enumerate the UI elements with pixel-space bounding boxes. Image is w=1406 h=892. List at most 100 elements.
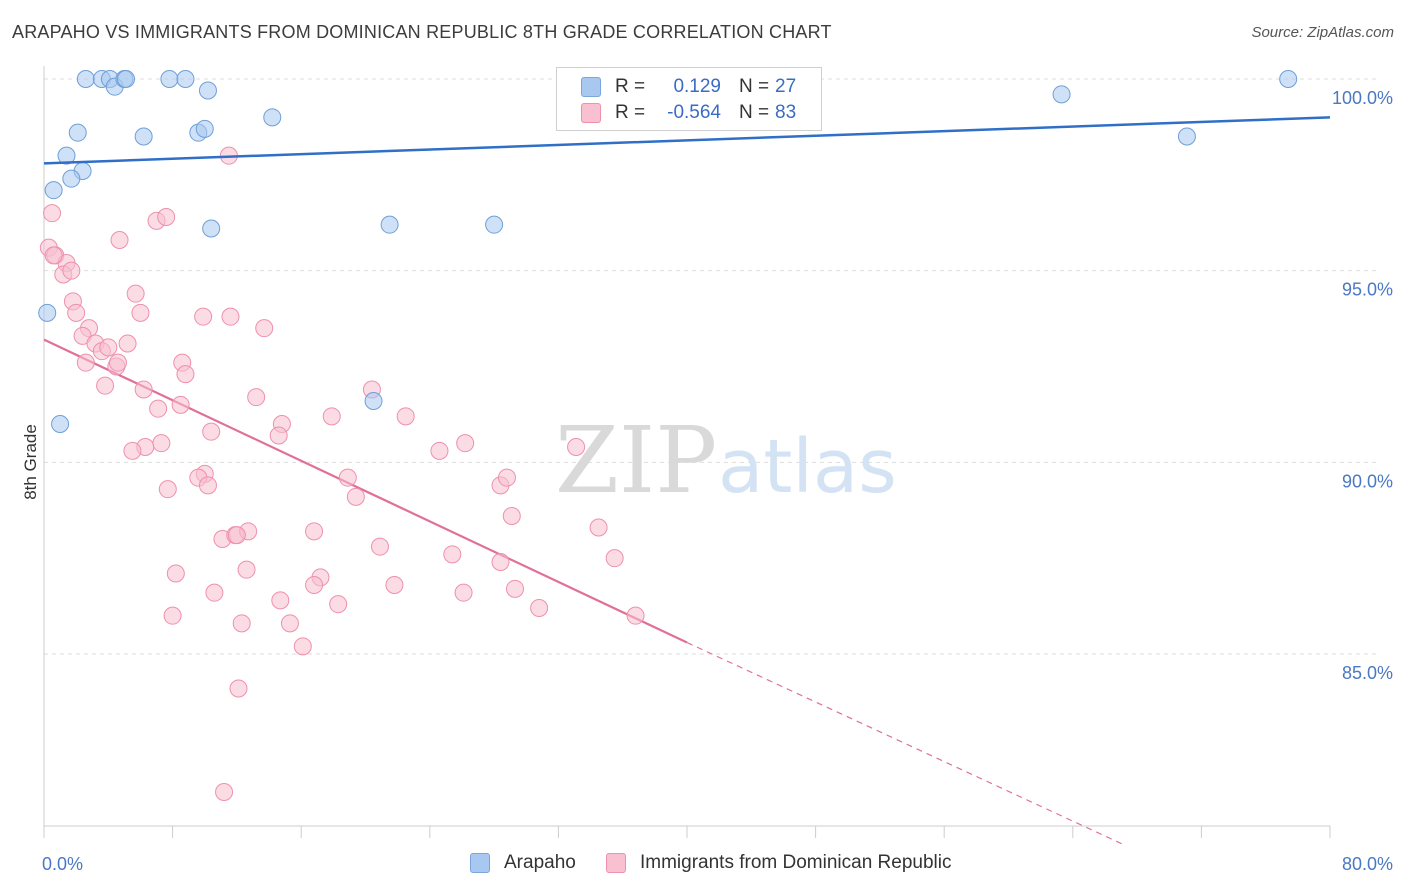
legend-label-arapaho: Arapaho <box>504 852 576 873</box>
data-point-dominican <box>43 204 62 223</box>
data-point-dominican <box>99 338 118 357</box>
legend-row-arapaho: R = 0.129 N = 27 <box>581 74 796 100</box>
data-point-dominican <box>247 388 266 407</box>
data-point-dominican <box>237 560 256 579</box>
data-point-dominican <box>454 583 473 602</box>
data-point-dominican <box>149 399 168 418</box>
data-point-dominican <box>626 606 645 625</box>
data-point-dominican <box>205 583 224 602</box>
x-tick-label: 0.0% <box>42 854 83 874</box>
data-point-dominican <box>271 591 290 610</box>
y-tick-label: 85.0% <box>1342 663 1393 683</box>
y-axis-label: 8th Grade <box>21 424 40 500</box>
data-point-dominican <box>497 468 516 487</box>
legend-r-value: 0.129 <box>673 76 721 97</box>
data-point-dominican <box>305 576 324 594</box>
data-point-arapaho <box>198 81 217 100</box>
legend-n-value: 27 <box>775 76 797 97</box>
data-point-dominican <box>322 407 341 426</box>
data-point-dominican <box>221 307 240 326</box>
data-point-arapaho <box>1052 85 1071 104</box>
tick-labels: 85.0% 90.0% 95.0% 100.0% 0.0% 80.0% <box>42 88 1393 874</box>
legend-row-dominican: R = -0.564 N = 83 <box>581 100 796 126</box>
data-point-arapaho <box>76 70 95 88</box>
data-point-arapaho <box>202 219 221 238</box>
data-point-dominican <box>232 614 251 633</box>
data-point-dominican <box>280 614 299 633</box>
legend-label-dominican: Immigrants from Dominican Republic <box>640 852 952 873</box>
data-point-dominican <box>443 545 462 564</box>
data-point-dominican <box>134 380 153 399</box>
data-point-dominican <box>530 599 549 617</box>
data-point-dominican <box>346 487 365 506</box>
data-point-dominican <box>166 564 185 583</box>
data-point-dominican <box>202 422 221 441</box>
legend-r-label: R = <box>615 102 646 123</box>
data-point-dominican <box>430 441 449 460</box>
legend-swatch-dominican <box>606 853 626 873</box>
data-point-arapaho <box>38 303 57 322</box>
data-point-dominican <box>163 606 182 625</box>
trend-line-arapaho <box>43 116 1331 165</box>
data-point-dominican <box>215 783 234 801</box>
data-point-dominican <box>118 334 137 353</box>
legend-r-label: R = <box>615 76 646 97</box>
data-point-dominican <box>67 303 86 322</box>
data-point-dominican <box>194 307 213 326</box>
data-point-arapaho <box>1279 70 1298 88</box>
data-point-dominican <box>396 407 415 426</box>
data-point-arapaho <box>44 181 63 200</box>
legend-swatch-dominican <box>581 103 601 123</box>
x-tick-label: 80.0% <box>1342 854 1393 874</box>
data-point-dominican <box>227 526 246 545</box>
data-point-dominican <box>198 476 217 495</box>
data-point-dominican <box>123 441 142 460</box>
data-point-dominican <box>176 365 195 384</box>
data-point-dominican <box>456 434 475 453</box>
y-tick-label: 100.0% <box>1332 88 1393 108</box>
data-point-arapaho <box>195 119 214 138</box>
data-point-dominican <box>76 353 95 372</box>
data-point-arapaho <box>160 70 179 88</box>
data-point-dominican <box>229 679 248 698</box>
data-point-arapaho <box>176 70 195 88</box>
legend-r-value: -0.564 <box>667 102 721 123</box>
points-arapaho <box>38 70 1298 433</box>
axes <box>43 66 1331 838</box>
legend-swatch-arapaho <box>470 853 490 873</box>
legend-swatch-arapaho <box>581 77 601 97</box>
source-label: Source: ZipAtlas.com <box>1251 24 1394 41</box>
data-point-dominican <box>126 284 145 303</box>
data-point-dominican <box>329 595 348 614</box>
watermark-atlas: atlas <box>718 424 897 510</box>
data-point-arapaho <box>116 70 135 88</box>
data-point-dominican <box>505 579 524 598</box>
data-point-arapaho <box>134 127 153 146</box>
watermark: ZIP atlas <box>555 407 897 514</box>
correlation-legend: R = 0.129 N = 27 R = -0.564 N = 83 <box>556 67 822 131</box>
data-point-dominican <box>338 468 357 487</box>
data-point-arapaho <box>263 108 282 127</box>
chart-title: ARAPAHO VS IMMIGRANTS FROM DOMINICAN REP… <box>12 22 832 42</box>
data-point-dominican <box>157 208 176 226</box>
data-point-arapaho <box>57 146 76 165</box>
data-point-dominican <box>269 426 288 445</box>
data-point-arapaho <box>68 123 87 142</box>
data-point-arapaho <box>380 215 399 234</box>
data-point-arapaho <box>1177 127 1196 146</box>
data-point-dominican <box>62 261 81 280</box>
data-point-arapaho <box>62 169 81 188</box>
data-point-dominican <box>491 553 510 571</box>
data-point-dominican <box>605 549 624 568</box>
data-point-dominican <box>96 376 115 395</box>
data-point-dominican <box>110 231 129 249</box>
series-legend: Arapaho Immigrants from Dominican Republ… <box>0 852 1406 878</box>
trend-line-dominican-extension <box>686 641 1127 847</box>
data-point-dominican <box>108 353 127 372</box>
data-point-arapaho <box>51 415 70 433</box>
data-point-dominican <box>158 480 177 499</box>
data-point-dominican <box>152 434 171 453</box>
data-point-dominican <box>567 438 586 456</box>
legend-item-dominican: Immigrants from Dominican Republic <box>606 852 952 874</box>
